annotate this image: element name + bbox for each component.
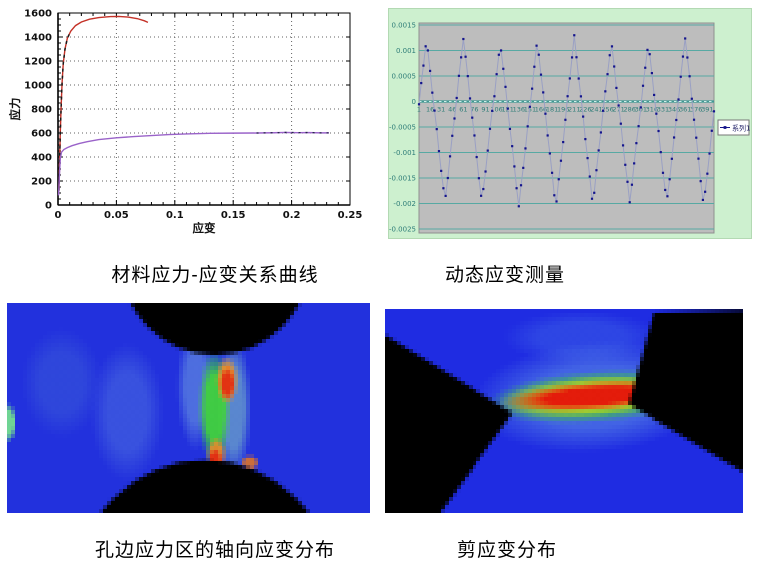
legend-marker: [723, 126, 727, 129]
stress-strain-chart: 0 200 400 600 800 1000 1200 1400 1600 0 0.05 0.1 0.1…: [8, 9, 362, 236]
svg-text:0.15: 0.15: [221, 210, 246, 221]
dynamic-strain-chart: 0.0015 0.001 0.0005 0 -0.0005 -0.001 -0.0015 -0…: [389, 22, 750, 234]
svg-text:200: 200: [31, 177, 52, 188]
svg-text:46: 46: [448, 106, 456, 114]
svg-text:600: 600: [31, 129, 52, 140]
shear-strain-heatmap: [385, 309, 743, 513]
svg-text:106: 106: [490, 106, 502, 114]
caption-stress-strain: 材料应力-应变关系曲线: [111, 265, 319, 286]
x-axis-title: 应变: [193, 221, 216, 235]
y-tick-labels: 0 200 400 600 800 1000 1200 1400 1600: [24, 9, 52, 212]
svg-text:196: 196: [557, 106, 569, 114]
svg-text:1: 1: [417, 106, 421, 114]
svg-text:346: 346: [668, 106, 680, 114]
svg-text:-0.0005: -0.0005: [389, 124, 416, 132]
svg-text:331: 331: [657, 106, 669, 114]
plot-area: 0 200 400 600 800 1000 1200 1400 1600 0 0.05 0.1 0.1…: [8, 9, 362, 236]
svg-text:0: 0: [45, 201, 52, 212]
svg-text:0.1: 0.1: [166, 210, 184, 221]
svg-text:0.0015: 0.0015: [392, 22, 417, 30]
svg-text:1400: 1400: [24, 33, 52, 44]
svg-text:16: 16: [426, 106, 434, 114]
plot-background: [418, 22, 715, 234]
y-axis-title: 应力: [8, 98, 22, 121]
gridlines: [58, 13, 351, 205]
svg-text:-0.0025: -0.0025: [389, 226, 416, 234]
svg-text:376: 376: [690, 106, 702, 114]
svg-text:400: 400: [31, 153, 52, 164]
series-line: [418, 35, 715, 207]
svg-text:316: 316: [646, 106, 658, 114]
svg-text:1000: 1000: [24, 81, 52, 92]
svg-text:0: 0: [412, 98, 416, 106]
svg-text:1600: 1600: [24, 9, 52, 20]
caption-axial-strain: 孔边应力区的轴向应变分布: [94, 540, 336, 561]
series-markers: [417, 34, 716, 208]
svg-text:0.05: 0.05: [104, 210, 129, 221]
upper-curve-red-dark-dashes: [58, 30, 72, 191]
axis-ticks: [57, 12, 351, 206]
svg-text:241: 241: [590, 106, 602, 114]
svg-text:0.25: 0.25: [338, 210, 363, 221]
svg-text:91: 91: [481, 106, 489, 114]
svg-text:800: 800: [31, 105, 52, 116]
svg-text:-0.0015: -0.0015: [389, 175, 416, 183]
svg-text:391: 391: [701, 106, 713, 114]
legend: 系列1: [717, 119, 750, 136]
svg-text:31: 31: [437, 106, 445, 114]
svg-text:1200: 1200: [24, 57, 52, 68]
svg-text:361: 361: [679, 106, 691, 114]
x-tick-labels: 1163146617691106121136151166181196211226…: [417, 106, 714, 114]
svg-text:-0.001: -0.001: [393, 149, 416, 157]
svg-text:61: 61: [459, 106, 467, 114]
svg-text:211: 211: [568, 106, 580, 114]
svg-text:166: 166: [535, 106, 547, 114]
legend-box: [717, 119, 750, 136]
upper-curve-red: [58, 15, 149, 191]
svg-text:286: 286: [624, 106, 636, 114]
lower-curve-purple-dark-dashes: [256, 131, 329, 134]
svg-text:0: 0: [55, 210, 62, 221]
svg-text:256: 256: [601, 106, 613, 114]
caption-dynamic-strain: 动态应变测量: [444, 265, 566, 286]
svg-text:0.2: 0.2: [283, 210, 301, 221]
svg-text:-0.002: -0.002: [393, 200, 416, 208]
x-tick-labels: 0 0.05 0.1 0.15 0.2 0.25: [55, 210, 363, 221]
svg-text:0.001: 0.001: [396, 47, 416, 55]
legend-label: 系列1: [732, 124, 750, 133]
svg-text:136: 136: [513, 106, 525, 114]
y-tick-labels: 0.0015 0.001 0.0005 0 -0.0005 -0.001 -0.0015 -0…: [389, 22, 416, 234]
svg-text:226: 226: [579, 106, 591, 114]
axial-strain-heatmap: [7, 303, 370, 513]
svg-text:0.0005: 0.0005: [392, 73, 417, 81]
caption-shear-strain: 剪应变分布: [456, 540, 558, 561]
lower-curve-purple: [57, 131, 329, 196]
svg-text:181: 181: [546, 106, 558, 114]
dynamic-strain-chart-panel: 0.0015 0.001 0.0005 0 -0.0005 -0.001 -0.0015 -0…: [388, 8, 752, 239]
svg-text:76: 76: [470, 106, 478, 114]
